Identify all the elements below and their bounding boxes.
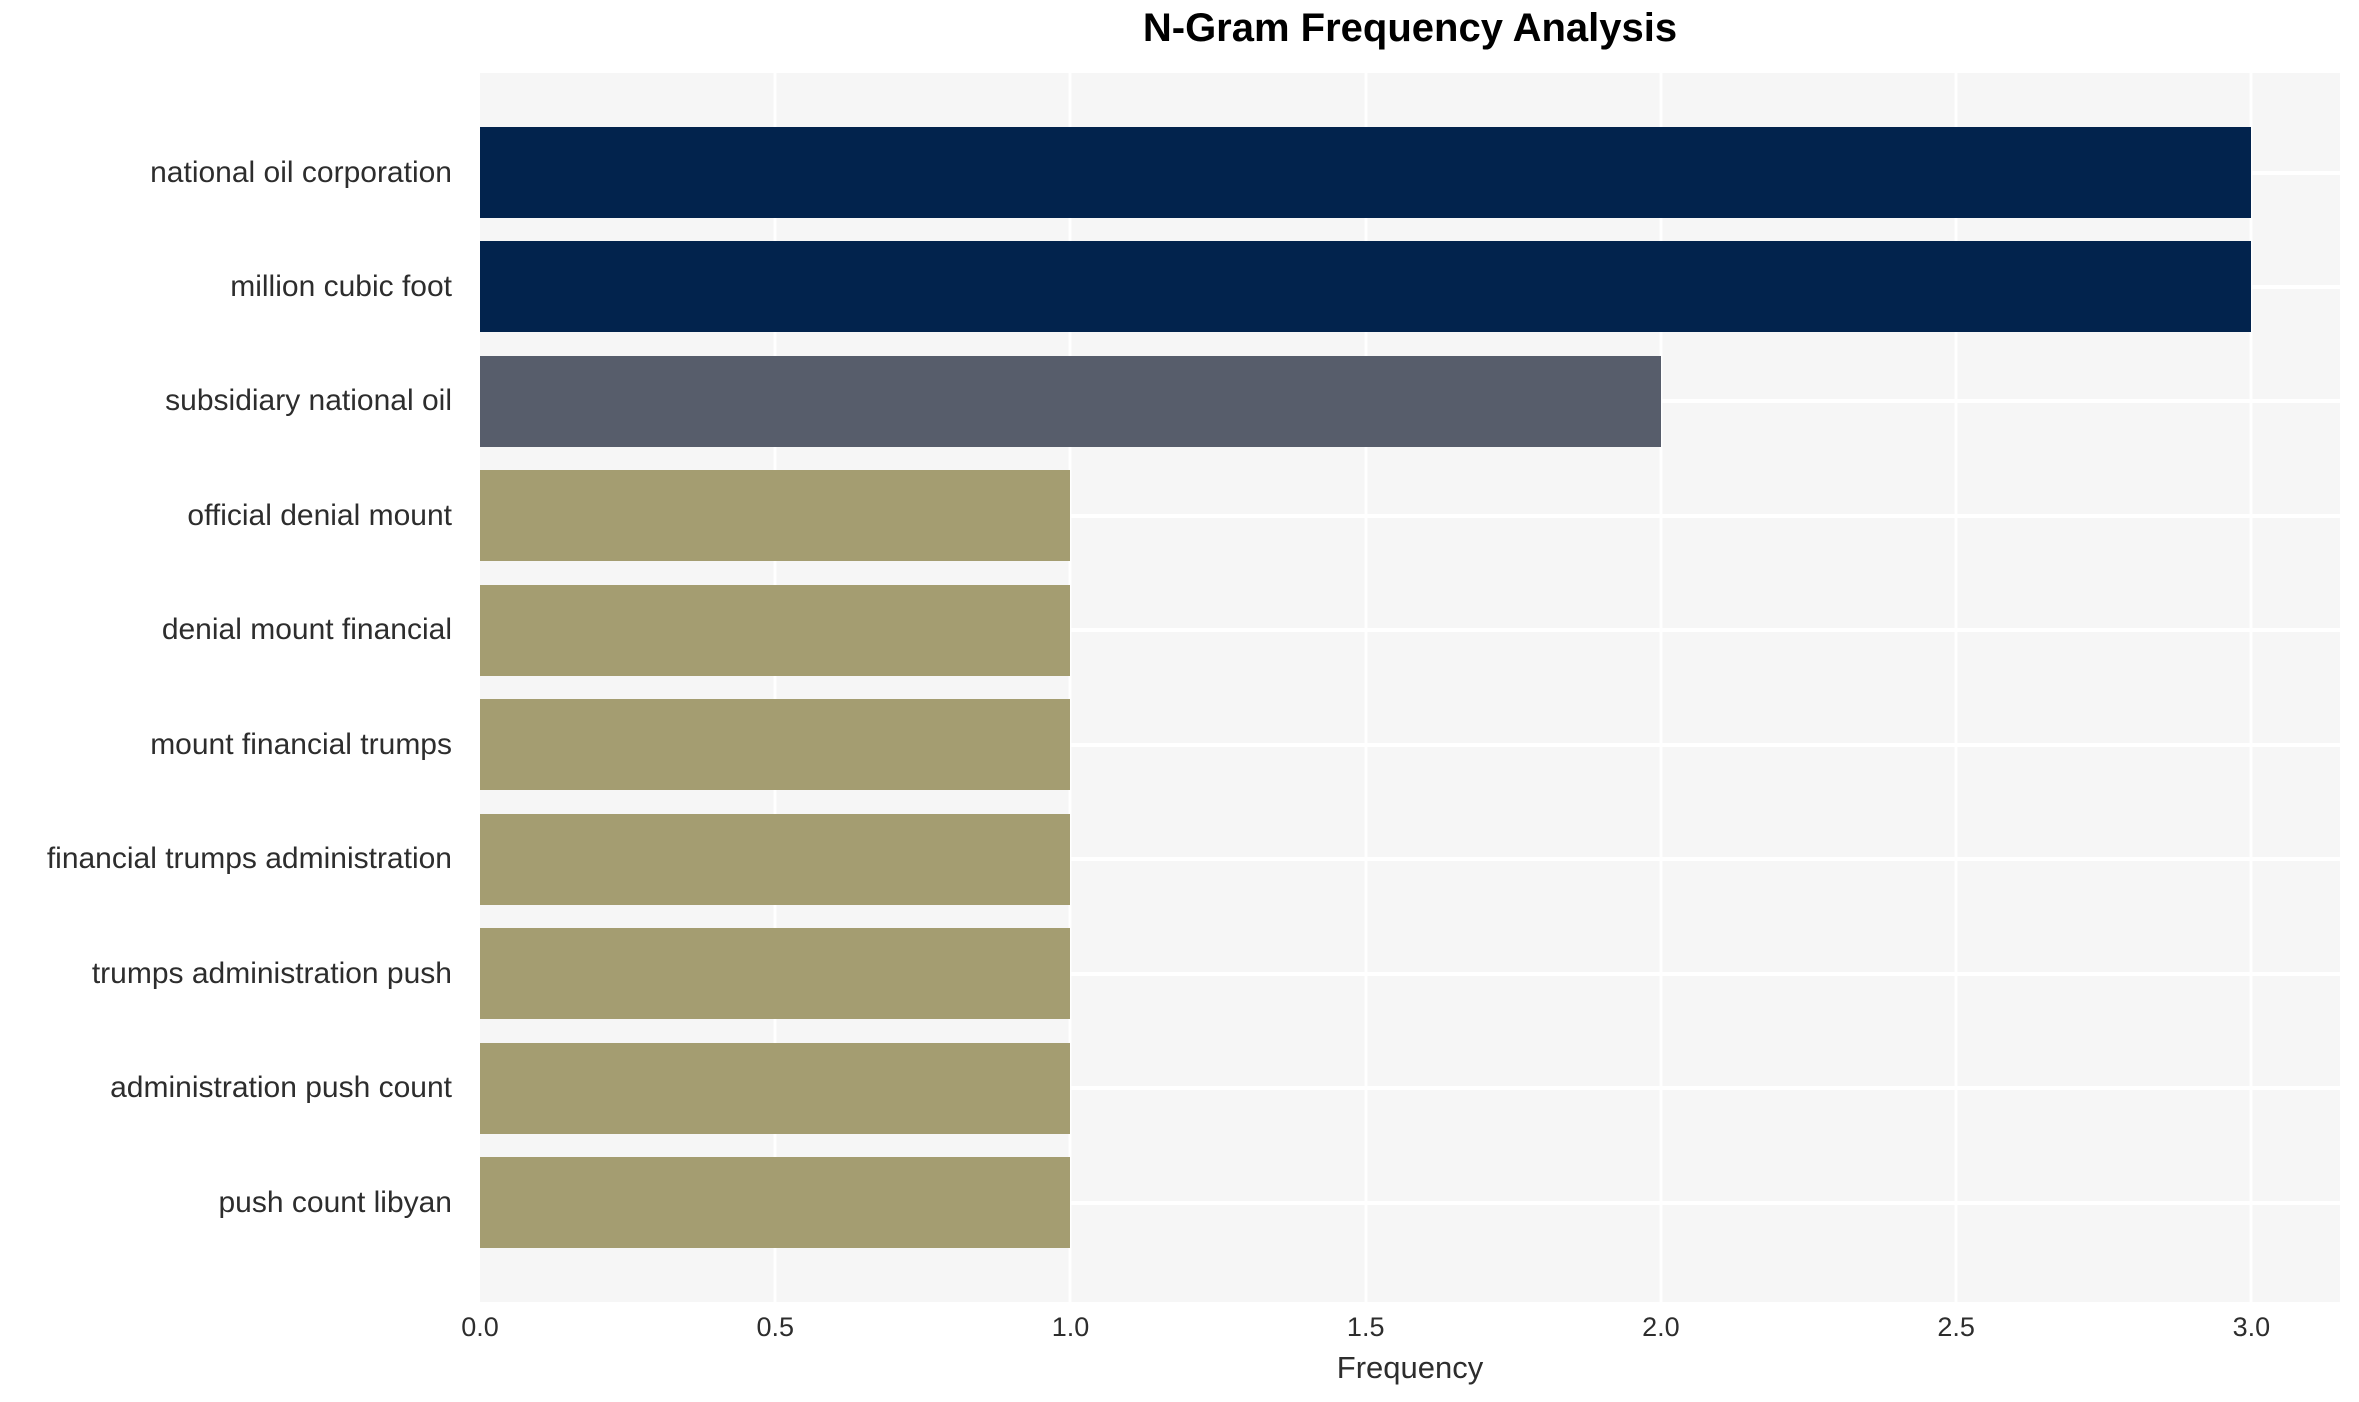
horizontal-gridline xyxy=(480,971,2340,976)
bar xyxy=(480,584,1071,676)
vertical-gridline xyxy=(1068,73,1072,1302)
bar xyxy=(480,813,1071,905)
y-tick-label: trumps administration push xyxy=(91,956,452,990)
horizontal-gridline xyxy=(480,1086,2340,1091)
vertical-gridline xyxy=(1659,73,1663,1302)
y-axis-labels: national oil corporation million cubic fo… xyxy=(0,73,466,1302)
y-tick-label: national oil corporation xyxy=(150,155,452,189)
bar xyxy=(480,355,1661,447)
vertical-gridline xyxy=(773,73,777,1302)
x-tick-label: 1.5 xyxy=(1346,1312,1385,1342)
x-tick-label: 0.5 xyxy=(756,1312,795,1342)
y-tick-label: mount financial trumps xyxy=(150,727,452,761)
chart-title: N-Gram Frequency Analysis xyxy=(1142,6,1678,50)
bar xyxy=(480,699,1071,791)
y-tick-label: denial mount financial xyxy=(161,613,452,647)
x-axis-tick-labels: 0.0 0.5 1.0 1.5 2.0 2.5 3.0 xyxy=(461,1302,2340,1346)
horizontal-gridline xyxy=(480,857,2340,862)
horizontal-gridline xyxy=(480,1200,2340,1205)
y-tick-label: million cubic foot xyxy=(230,269,452,303)
bar xyxy=(480,127,2252,218)
x-tick-label: 1.0 xyxy=(1051,1312,1090,1342)
bar xyxy=(480,1157,1071,1249)
horizontal-gridline xyxy=(480,513,2340,518)
vertical-gridline xyxy=(2249,73,2253,1302)
y-tick-label: financial trumps administration xyxy=(46,842,452,876)
vertical-gridline xyxy=(1954,73,1958,1302)
y-tick-label: subsidiary national oil xyxy=(165,384,452,418)
bar xyxy=(480,241,2252,333)
x-tick-label: 2.0 xyxy=(1642,1312,1680,1342)
bar xyxy=(480,470,1071,562)
plot-area xyxy=(480,73,2340,1302)
x-axis-label: Frequency xyxy=(1336,1350,1484,1385)
bar xyxy=(480,1042,1071,1134)
x-tick-label: 2.5 xyxy=(1937,1312,1975,1342)
y-tick-label: official denial mount xyxy=(187,498,452,532)
x-tick-label: 0.0 xyxy=(461,1312,499,1342)
horizontal-gridline xyxy=(480,742,2340,747)
horizontal-gridline xyxy=(480,628,2340,633)
x-tick-label: 3.0 xyxy=(2232,1312,2271,1342)
vertical-gridline xyxy=(1364,73,1368,1302)
y-tick-label: push count libyan xyxy=(218,1185,453,1219)
bar xyxy=(480,928,1071,1020)
y-tick-label: administration push count xyxy=(110,1071,452,1105)
